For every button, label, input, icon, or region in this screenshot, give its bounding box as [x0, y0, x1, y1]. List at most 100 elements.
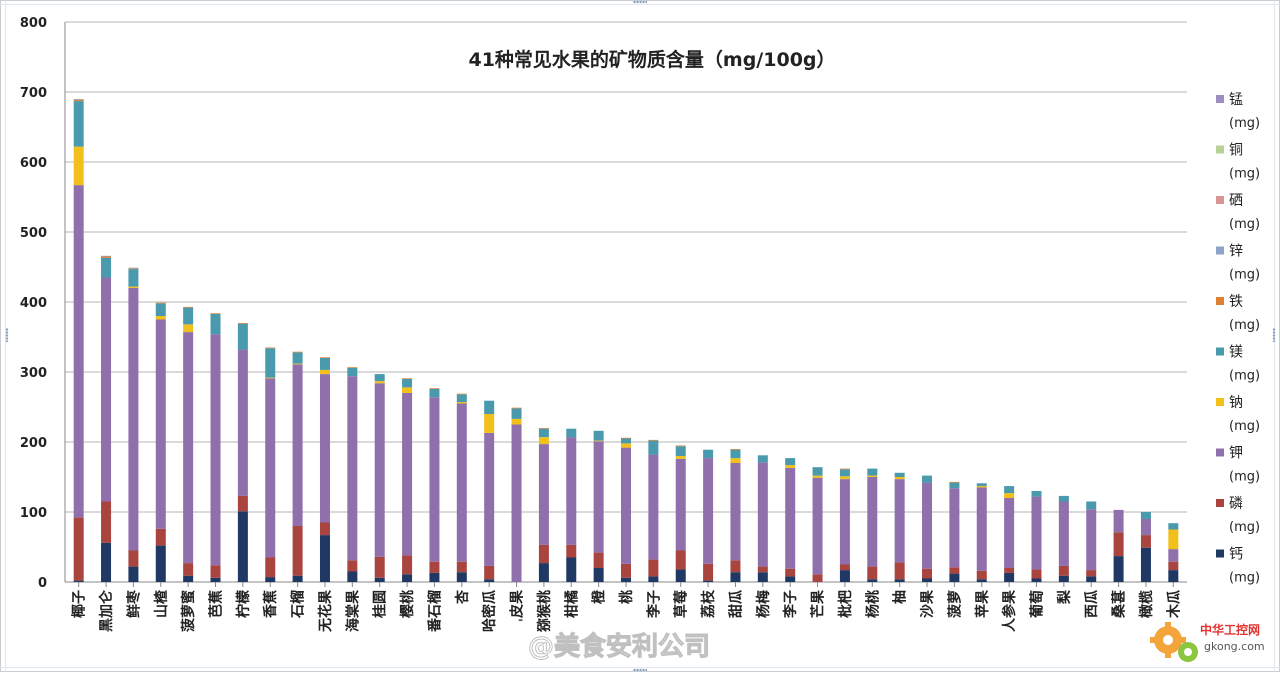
- bar-segment: [183, 324, 194, 333]
- bar-segment: [101, 257, 112, 278]
- legend-unit: (mg): [1229, 470, 1260, 485]
- bar-segment: [73, 517, 84, 581]
- bar-segment: [484, 414, 495, 433]
- bar-segment: [785, 458, 796, 466]
- bar-segment: [1004, 572, 1015, 582]
- bar-segment: [949, 567, 960, 574]
- legend-label: 硒: [1229, 193, 1243, 209]
- grid-backdrop-line: [0, 667, 1280, 668]
- bar-segment: [128, 286, 139, 288]
- bar-segment: [1140, 512, 1151, 519]
- bar-segment: [347, 560, 358, 572]
- bar-segment: [812, 574, 823, 582]
- legend-unit: (mg): [1229, 217, 1260, 232]
- bar-segment: [73, 99, 84, 100]
- bar-segment: [155, 302, 166, 304]
- bar-segment: [101, 256, 112, 258]
- bar-segment: [1168, 523, 1179, 530]
- x-tick-label: 枇杷: [837, 590, 854, 618]
- bars: [73, 99, 1179, 582]
- x-tick-label: 杨梅: [755, 590, 772, 618]
- bar-segment: [1031, 491, 1042, 497]
- x-tick-label: 香蕉: [262, 590, 279, 619]
- bar-segment: [237, 511, 248, 582]
- bar-segment: [402, 379, 413, 388]
- bar-segment: [593, 568, 604, 582]
- bar-segment: [155, 528, 166, 546]
- bar-segment: [949, 488, 960, 568]
- bar-segment: [402, 555, 413, 575]
- bar-segment: [128, 267, 139, 269]
- bar-segment: [128, 550, 139, 567]
- bar-segment: [1168, 529, 1179, 550]
- bar-segment: [812, 477, 823, 575]
- x-tick-label: 橙: [591, 589, 608, 604]
- bar-segment: [675, 569, 686, 582]
- bar-segment: [538, 428, 549, 429]
- bar-segment: [621, 577, 631, 582]
- bar-segment: [976, 486, 987, 488]
- bar-segment: [429, 572, 440, 582]
- bar-segment: [922, 578, 933, 582]
- y-tick-label: 400: [20, 296, 47, 311]
- bar-segment: [73, 99, 84, 102]
- x-tick-label: 山楂: [153, 589, 170, 618]
- bar-segment: [703, 580, 714, 582]
- x-tick-label: 无花果: [317, 589, 334, 633]
- legend: 锰 (mg) 铜 (mg) 硒 (mg) 锌 (mg) 铁 (mg) 镁 (mg) 钠 (mg) 钾 (mg)…: [1216, 92, 1260, 586]
- legend-unit: (mg): [1229, 167, 1260, 182]
- x-tick-label: 荔枝: [700, 589, 717, 619]
- bar-segment: [757, 455, 768, 463]
- x-tick-label: 黑加仑: [98, 589, 115, 632]
- grid-backdrop-line: [0, 4, 1280, 5]
- legend-label: 钾: [1229, 446, 1243, 462]
- x-tick-label: 人参果: [1001, 589, 1018, 632]
- bar-segment: [566, 544, 577, 558]
- bar-segment: [839, 476, 850, 480]
- bar-segment: [538, 444, 549, 545]
- legend-label: 镁: [1229, 345, 1243, 361]
- bar-segment: [183, 563, 194, 576]
- bar-segment: [210, 334, 221, 566]
- x-tick-label: 杨桃: [864, 590, 881, 618]
- bar-segment: [292, 364, 303, 526]
- legend-unit: (mg): [1229, 419, 1260, 434]
- resize-handle-top[interactable]: [633, 0, 647, 4]
- x-tick-label: 海棠果: [344, 589, 361, 632]
- bar-segment: [456, 402, 467, 404]
- y-tick-label: 300: [20, 366, 47, 381]
- bar-segment: [183, 575, 194, 582]
- bar-segment: [867, 477, 878, 567]
- bar-segment: [456, 403, 467, 562]
- bar-segment: [429, 397, 440, 562]
- bar-segment: [894, 472, 905, 477]
- bar-segment: [183, 332, 194, 564]
- y-tick-label: 700: [20, 86, 47, 101]
- legend-swatch: [1216, 297, 1224, 305]
- bar-segment: [484, 565, 495, 580]
- bar-segment: [374, 577, 385, 582]
- bar-segment: [839, 564, 850, 571]
- bar-segment: [484, 579, 495, 582]
- bar-segment: [812, 467, 823, 476]
- x-tick-label: 柠檬: [235, 590, 252, 618]
- bar-segment: [456, 561, 467, 573]
- legend-unit: (mg): [1229, 571, 1260, 586]
- bar-segment: [566, 437, 577, 545]
- bar-segment: [1168, 561, 1179, 571]
- y-tick-label: 100: [20, 506, 47, 521]
- bar-segment: [73, 101, 84, 147]
- bar-segment: [566, 428, 577, 438]
- x-tick-label: 柑橘: [563, 590, 580, 618]
- bar-segment: [538, 544, 549, 564]
- bar-segment: [757, 566, 768, 573]
- bar-segment: [1140, 535, 1151, 548]
- x-tick-label: 沙果: [920, 589, 936, 618]
- x-tick-label: 樱桃: [399, 590, 416, 618]
- legend-unit: (mg): [1229, 268, 1260, 283]
- legend-label: 锰: [1229, 92, 1243, 108]
- bar-segment: [347, 376, 358, 561]
- resize-handle-bottom[interactable]: [633, 668, 647, 672]
- bar-segment: [894, 479, 905, 563]
- bar-segment: [976, 579, 987, 582]
